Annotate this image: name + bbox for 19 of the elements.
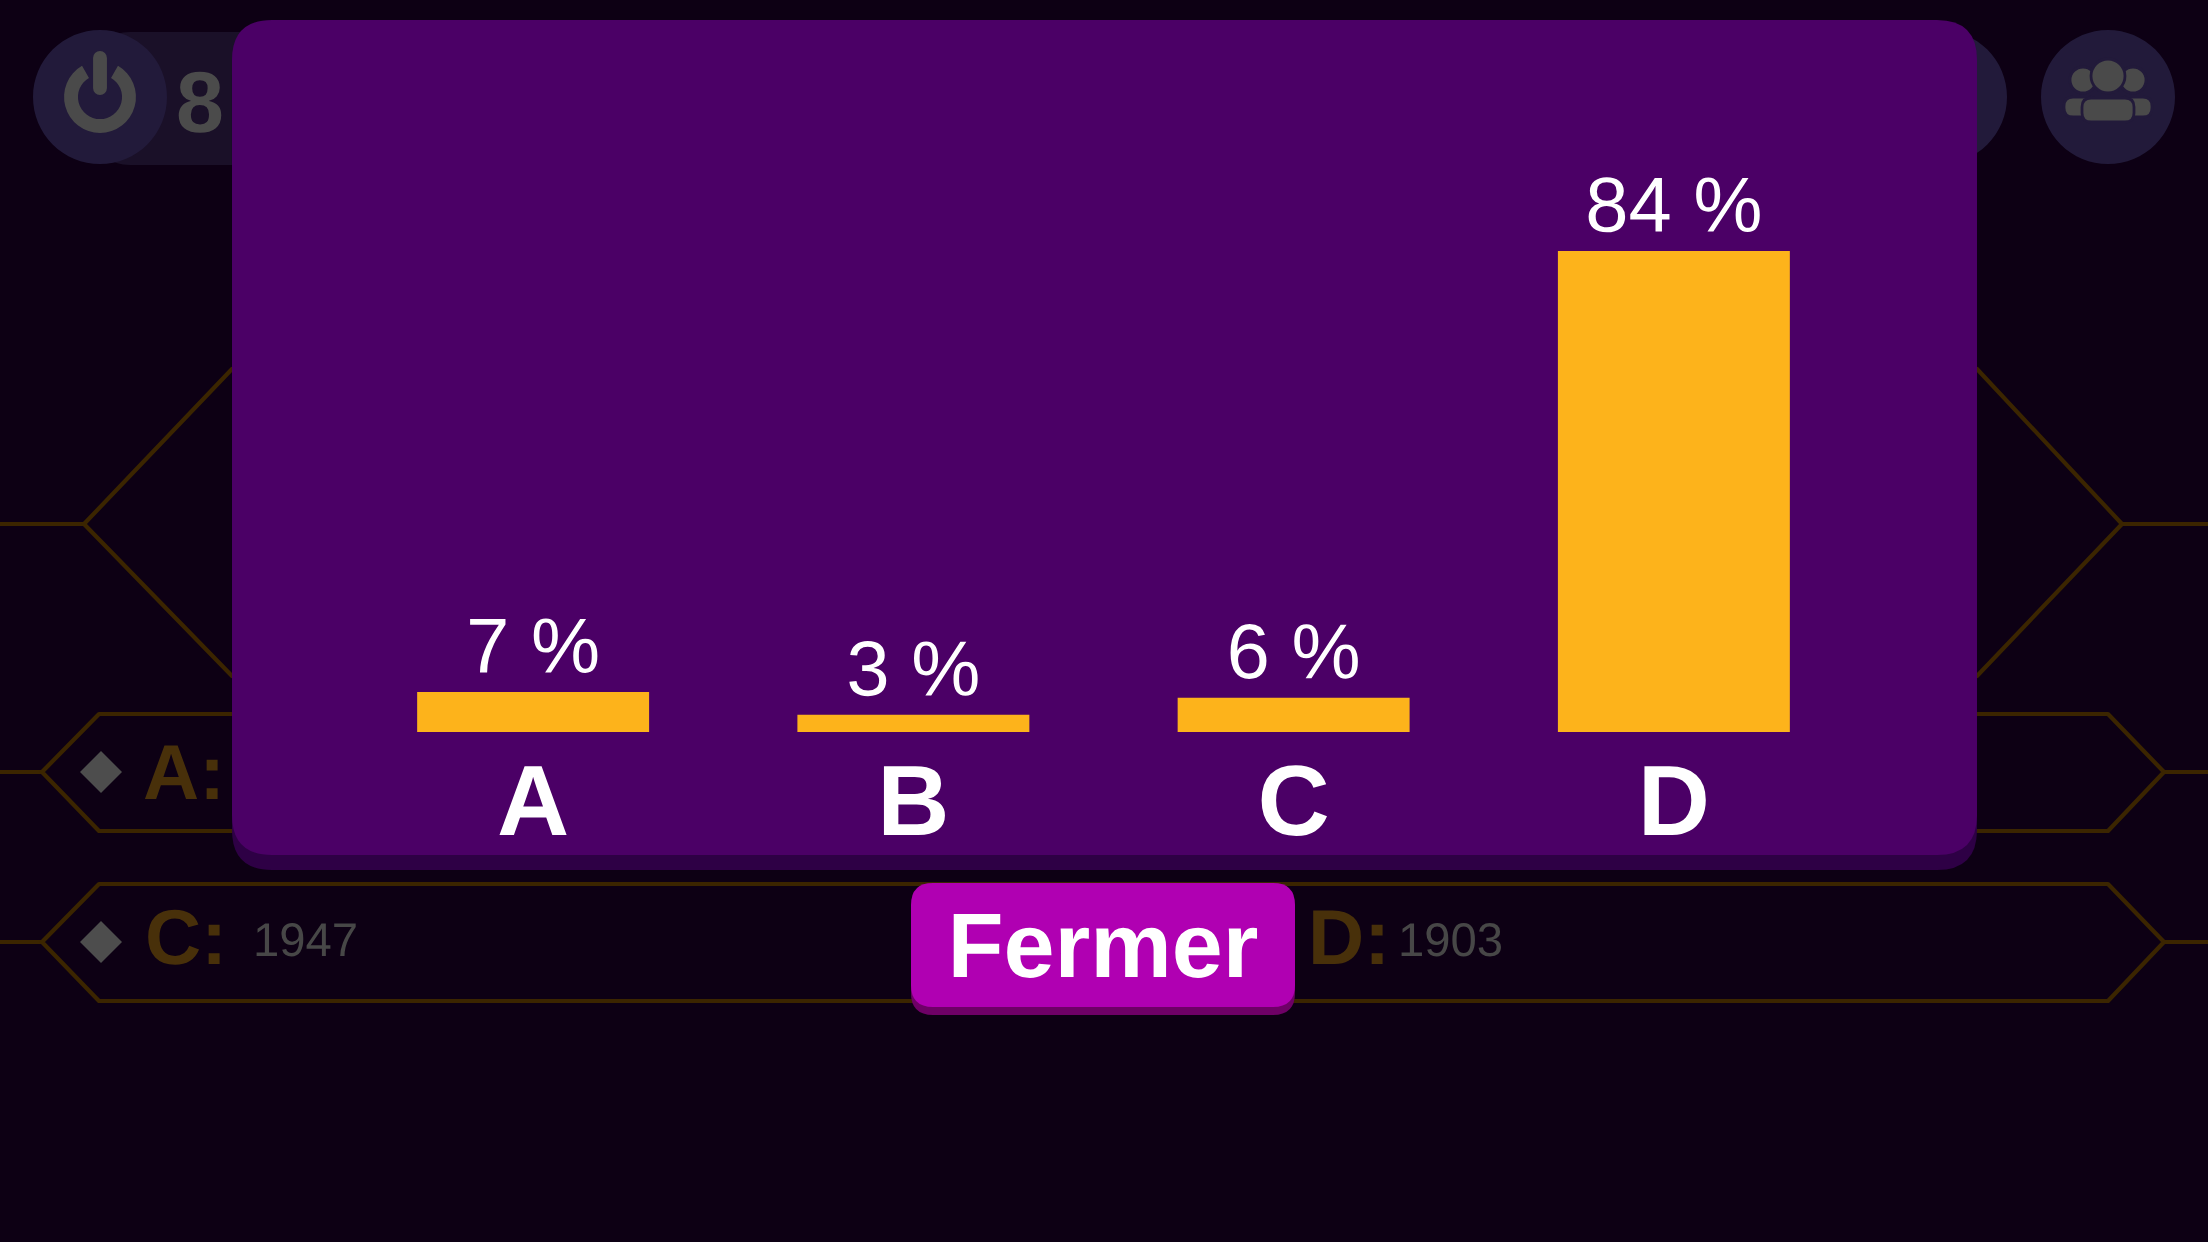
text: Fermer bbox=[953, 913, 1258, 978]
data-label: 7 % bbox=[470, 618, 598, 673]
data-label: 3 % bbox=[849, 641, 978, 697]
bar bbox=[797, 714, 1030, 732]
text: 8 bbox=[178, 71, 222, 133]
data-label: 84 % bbox=[1588, 177, 1760, 233]
text: C: bbox=[148, 909, 220, 965]
text: 1903 bbox=[1401, 923, 1501, 957]
bar bbox=[1557, 251, 1790, 732]
text: D: bbox=[1313, 910, 1383, 964]
x-tick-label: B bbox=[883, 766, 945, 836]
text: A: bbox=[144, 745, 218, 799]
x-tick-label: D bbox=[1644, 766, 1706, 836]
x-tick-label: A bbox=[499, 766, 567, 836]
bar bbox=[417, 691, 650, 732]
bar bbox=[1177, 697, 1410, 732]
x-tick-label: C bbox=[1261, 765, 1327, 837]
data-label: 6 % bbox=[1230, 623, 1358, 679]
text: 1947 bbox=[256, 923, 356, 957]
